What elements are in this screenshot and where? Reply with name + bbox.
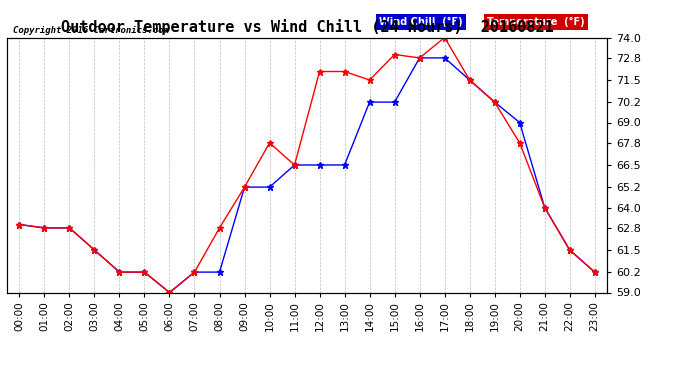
Text: Temperature  (°F): Temperature (°F) [487, 17, 584, 27]
Text: Copyright 2016 Cartronics.com: Copyright 2016 Cartronics.com [13, 26, 169, 35]
Text: Wind Chill  (°F): Wind Chill (°F) [379, 17, 463, 27]
Title: Outdoor Temperature vs Wind Chill (24 Hours)  20160821: Outdoor Temperature vs Wind Chill (24 Ho… [61, 19, 553, 35]
